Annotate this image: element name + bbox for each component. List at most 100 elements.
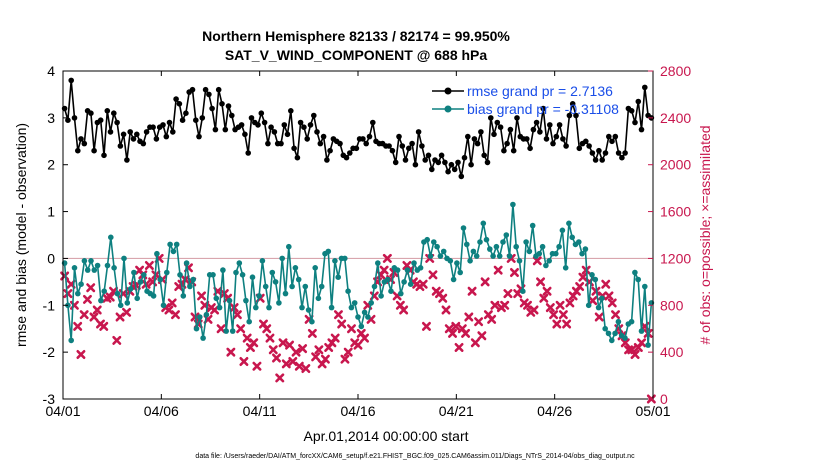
y-tick-label-right: 1600 — [660, 204, 691, 220]
bias-point — [167, 241, 173, 248]
bias-point — [309, 318, 315, 325]
bias-point — [358, 323, 365, 330]
obs-point — [60, 271, 70, 281]
obs-point — [333, 310, 343, 320]
y-tick-label-left: 4 — [47, 63, 55, 79]
rmse-point — [448, 161, 455, 168]
y-tick-label-left: 3 — [47, 110, 55, 126]
obs-point — [265, 333, 275, 343]
bias-point — [183, 260, 190, 266]
rmse-point — [143, 129, 150, 135]
bias-point — [282, 290, 289, 297]
x-tick-label: 04/11 — [243, 403, 277, 419]
y-tick-label-left: -3 — [43, 391, 56, 407]
bias-point — [256, 293, 262, 299]
rmse-point — [396, 133, 402, 140]
obs-point — [301, 364, 311, 374]
obs-point — [76, 349, 86, 359]
rmse-point — [550, 140, 556, 147]
bias-point — [91, 267, 98, 273]
obs-point — [539, 293, 549, 303]
bias-point — [440, 248, 447, 255]
rmse-point — [507, 126, 514, 133]
rmse-point — [160, 122, 166, 128]
data-file-footer: data file: /Users/raeder/DAI/ATM_forcXX/… — [195, 453, 635, 460]
obs-point — [340, 354, 350, 364]
rmse-point — [101, 152, 107, 159]
bias-point — [513, 243, 519, 250]
y-tick-label-right: 1200 — [660, 250, 691, 266]
obs-point — [86, 283, 96, 293]
rmse-point — [442, 159, 448, 166]
rmse-point — [288, 108, 294, 114]
rmse-point — [284, 131, 291, 138]
rmse-point — [635, 98, 642, 105]
bias-point — [269, 269, 276, 276]
obs-point — [529, 305, 539, 315]
rmse-point — [415, 129, 422, 135]
bias-point — [259, 258, 266, 264]
bias-point — [213, 295, 220, 302]
bias-point — [536, 250, 543, 257]
rmse-point — [114, 119, 120, 126]
rmse-point — [606, 133, 612, 140]
obs-point — [92, 305, 102, 315]
rmse-point — [481, 152, 488, 159]
bias-point — [493, 243, 500, 250]
bias-point — [243, 297, 249, 304]
plot-background — [63, 71, 653, 399]
rmse-point — [632, 119, 638, 126]
rmse-point — [88, 110, 94, 116]
obs-point — [294, 361, 304, 371]
rmse-point — [553, 133, 560, 140]
bias-point — [470, 248, 477, 255]
bias-point — [605, 330, 612, 337]
bias-point — [351, 300, 358, 306]
y-tick-label-left: 2 — [47, 157, 55, 173]
rmse-point — [268, 124, 274, 130]
obs-point — [379, 265, 389, 275]
bias-point — [464, 241, 470, 248]
obs-point — [262, 324, 272, 334]
rmse-point — [219, 101, 225, 107]
y-tick-label-left: 0 — [47, 250, 55, 266]
rmse-point — [71, 115, 78, 121]
rmse-point — [465, 133, 471, 140]
obs-point — [314, 345, 324, 355]
rmse-point — [104, 108, 111, 114]
obs-point — [565, 298, 575, 308]
obs-point — [122, 307, 132, 317]
rmse-point — [392, 159, 399, 166]
rmse-point — [255, 122, 261, 128]
obs-point — [79, 310, 89, 320]
bias-point — [104, 262, 111, 269]
bias-point — [111, 265, 117, 271]
bias-point — [299, 304, 305, 311]
bias-point — [328, 304, 335, 311]
bias-point — [559, 227, 566, 234]
bias-point — [94, 262, 101, 269]
obs-point — [464, 312, 474, 322]
rmse-series — [61, 77, 655, 180]
obs-point — [441, 305, 451, 315]
obs-point — [298, 344, 308, 354]
obs-point — [493, 265, 503, 275]
bias-point — [220, 267, 226, 273]
obs-point — [604, 291, 614, 301]
rmse-point — [327, 147, 333, 154]
bias-point — [503, 232, 510, 238]
bias-point — [398, 290, 404, 297]
rmse-point — [314, 129, 320, 135]
rmse-point — [206, 91, 212, 98]
y-tick-label-right: 2800 — [660, 63, 691, 79]
rmse-point — [642, 84, 648, 91]
bias-point — [638, 328, 645, 334]
rmse-point — [265, 140, 271, 147]
rmse-point — [366, 133, 373, 140]
bias-point — [117, 302, 124, 309]
obs-point — [337, 319, 347, 329]
rmse-point — [602, 150, 609, 156]
rmse-point — [491, 131, 497, 138]
bias-point — [272, 279, 279, 285]
bias-point — [315, 295, 322, 302]
